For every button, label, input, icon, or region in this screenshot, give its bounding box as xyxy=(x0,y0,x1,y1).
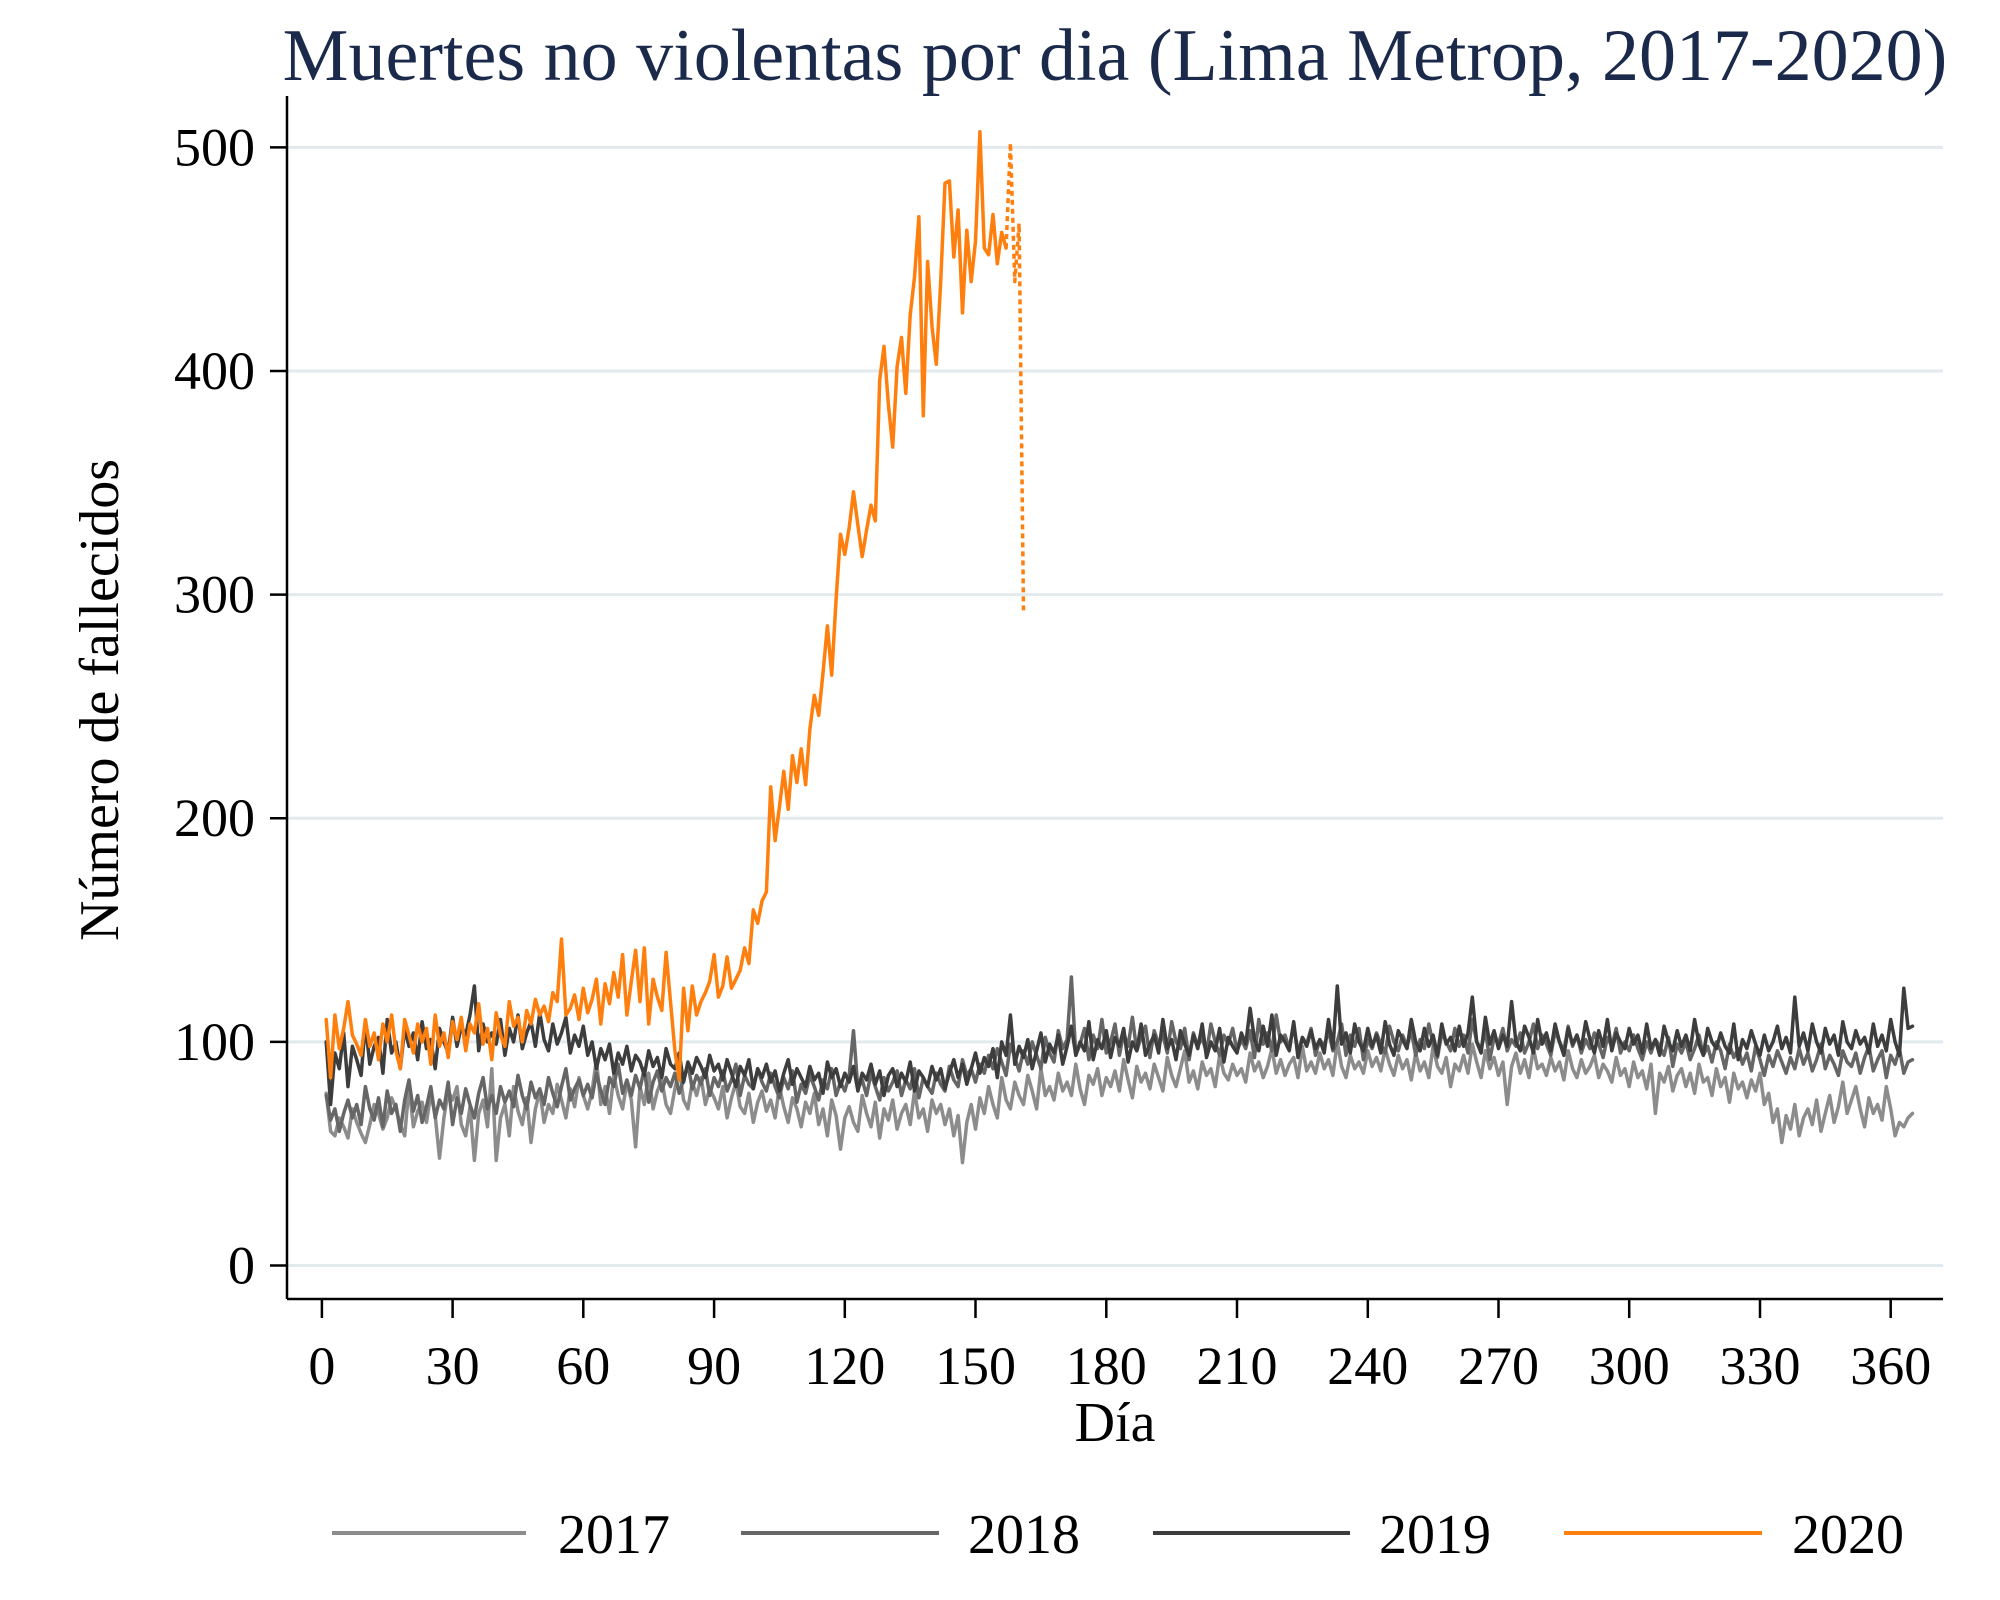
y-tick-label-500: 500 xyxy=(174,117,255,177)
x-tick-label-0: 0 xyxy=(308,1336,335,1396)
y-tick-label-0: 0 xyxy=(228,1236,255,1296)
x-tick-label-240: 240 xyxy=(1327,1336,1408,1396)
chart-title: Muertes no violentas por dia (Lima Metro… xyxy=(283,15,1948,97)
y-tick-label-100: 100 xyxy=(174,1012,255,1072)
x-tick-label-120: 120 xyxy=(804,1336,885,1396)
x-tick-label-30: 30 xyxy=(426,1336,480,1396)
series-line-2020-dashed xyxy=(1004,141,1026,611)
y-tick-label-200: 200 xyxy=(174,788,255,848)
x-tick-label-60: 60 xyxy=(556,1336,610,1396)
series-line-2020 xyxy=(324,130,1008,1082)
x-axis-ticks: 0 30 60 90 120 150 180 210 240 270 300 330 360 xyxy=(308,1299,1931,1396)
x-tick-label-300: 300 xyxy=(1589,1336,1670,1396)
series-line-2018 xyxy=(324,975,1915,1134)
legend: 2017 2018 2019 2020 xyxy=(332,1504,1904,1566)
x-tick-label-180: 180 xyxy=(1066,1336,1147,1396)
x-axis-label: Día xyxy=(1075,1392,1156,1454)
legend-label-2018: 2018 xyxy=(968,1504,1080,1566)
y-axis-ticks: 0 100 200 300 400 500 xyxy=(174,117,287,1296)
legend-label-2019: 2019 xyxy=(1379,1504,1491,1566)
legend-item-2019: 2019 xyxy=(1153,1504,1491,1566)
legend-label-2017: 2017 xyxy=(558,1504,670,1566)
legend-label-2020: 2020 xyxy=(1792,1504,1904,1566)
x-tick-label-210: 210 xyxy=(1197,1336,1278,1396)
series-line-2019 xyxy=(324,984,1915,1107)
y-tick-label-400: 400 xyxy=(174,341,255,401)
x-tick-label-330: 330 xyxy=(1720,1336,1801,1396)
x-tick-label-270: 270 xyxy=(1458,1336,1539,1396)
y-axis-label: Número de fallecidos xyxy=(69,459,131,941)
legend-item-2018: 2018 xyxy=(741,1504,1080,1566)
x-tick-label-150: 150 xyxy=(935,1336,1016,1396)
y-tick-label-300: 300 xyxy=(174,565,255,625)
legend-item-2020: 2020 xyxy=(1564,1504,1904,1566)
legend-item-2017: 2017 xyxy=(332,1504,670,1566)
x-tick-label-90: 90 xyxy=(687,1336,741,1396)
series-lines xyxy=(324,130,1915,1165)
x-tick-label-360: 360 xyxy=(1850,1336,1931,1396)
